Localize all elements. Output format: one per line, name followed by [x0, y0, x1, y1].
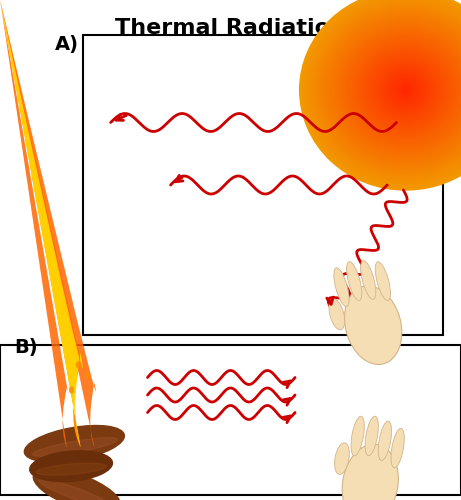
Ellipse shape — [323, 12, 461, 168]
Ellipse shape — [390, 75, 421, 105]
Ellipse shape — [342, 30, 461, 150]
Ellipse shape — [36, 463, 106, 475]
Ellipse shape — [361, 48, 450, 132]
Ellipse shape — [334, 268, 349, 306]
Ellipse shape — [376, 62, 436, 118]
Ellipse shape — [24, 426, 124, 462]
Ellipse shape — [312, 2, 461, 178]
Ellipse shape — [30, 451, 112, 482]
Ellipse shape — [355, 42, 457, 138]
Ellipse shape — [70, 387, 73, 393]
Ellipse shape — [335, 24, 461, 156]
Ellipse shape — [333, 22, 461, 158]
Ellipse shape — [391, 428, 404, 468]
Ellipse shape — [393, 78, 418, 102]
Ellipse shape — [378, 64, 434, 116]
Ellipse shape — [33, 469, 121, 500]
PathPatch shape — [90, 382, 99, 448]
Ellipse shape — [326, 15, 461, 165]
Ellipse shape — [391, 76, 420, 104]
Ellipse shape — [347, 262, 362, 300]
Text: A): A) — [55, 35, 79, 54]
Ellipse shape — [402, 86, 409, 94]
PathPatch shape — [63, 388, 71, 448]
Ellipse shape — [342, 444, 398, 500]
Ellipse shape — [319, 8, 461, 172]
Ellipse shape — [77, 362, 80, 368]
Ellipse shape — [39, 480, 112, 500]
Ellipse shape — [379, 65, 432, 115]
Ellipse shape — [381, 66, 431, 114]
Ellipse shape — [321, 10, 461, 170]
Ellipse shape — [300, 0, 461, 190]
Ellipse shape — [363, 50, 448, 130]
Ellipse shape — [335, 443, 349, 474]
Ellipse shape — [303, 0, 461, 186]
Ellipse shape — [328, 16, 461, 164]
Ellipse shape — [308, 0, 461, 182]
Ellipse shape — [307, 0, 461, 184]
Ellipse shape — [365, 416, 378, 456]
PathPatch shape — [75, 352, 86, 448]
Ellipse shape — [329, 298, 345, 330]
Ellipse shape — [340, 28, 461, 152]
Ellipse shape — [374, 60, 437, 120]
Ellipse shape — [348, 35, 461, 145]
Ellipse shape — [86, 372, 89, 378]
Ellipse shape — [365, 52, 446, 128]
Text: B): B) — [14, 338, 37, 356]
Ellipse shape — [386, 72, 425, 108]
Ellipse shape — [301, 0, 461, 188]
Ellipse shape — [314, 4, 461, 176]
Ellipse shape — [32, 438, 118, 456]
Ellipse shape — [360, 46, 452, 134]
Ellipse shape — [399, 84, 413, 96]
Ellipse shape — [356, 44, 455, 136]
Ellipse shape — [397, 82, 414, 98]
Ellipse shape — [361, 260, 376, 300]
Ellipse shape — [400, 85, 411, 95]
Ellipse shape — [338, 26, 461, 154]
Ellipse shape — [351, 38, 461, 142]
Bar — [83, 35, 443, 335]
Ellipse shape — [330, 18, 461, 162]
Ellipse shape — [351, 416, 364, 456]
Ellipse shape — [344, 286, 402, 364]
Ellipse shape — [378, 421, 391, 461]
Ellipse shape — [375, 262, 390, 300]
Ellipse shape — [384, 70, 427, 110]
Ellipse shape — [331, 20, 461, 160]
Bar — [0, 345, 461, 495]
Ellipse shape — [315, 5, 461, 175]
Ellipse shape — [395, 80, 416, 100]
Ellipse shape — [349, 36, 461, 144]
Ellipse shape — [305, 0, 461, 185]
Ellipse shape — [370, 56, 441, 124]
Ellipse shape — [353, 40, 459, 140]
Text: Thermal Radiation: Thermal Radiation — [115, 18, 346, 38]
Ellipse shape — [358, 45, 454, 135]
Ellipse shape — [337, 25, 461, 155]
Ellipse shape — [388, 74, 423, 106]
Ellipse shape — [404, 88, 408, 92]
Ellipse shape — [367, 54, 444, 127]
Ellipse shape — [369, 55, 443, 125]
PathPatch shape — [73, 362, 88, 448]
Ellipse shape — [346, 34, 461, 146]
Ellipse shape — [325, 14, 461, 166]
Ellipse shape — [310, 0, 461, 180]
Bar — [83, 35, 443, 335]
Ellipse shape — [317, 6, 461, 173]
Ellipse shape — [372, 58, 439, 122]
Ellipse shape — [383, 68, 429, 112]
Ellipse shape — [344, 32, 461, 148]
